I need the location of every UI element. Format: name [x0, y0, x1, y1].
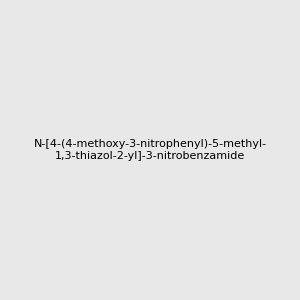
- Text: N-[4-(4-methoxy-3-nitrophenyl)-5-methyl-
1,3-thiazol-2-yl]-3-nitrobenzamide: N-[4-(4-methoxy-3-nitrophenyl)-5-methyl-…: [33, 139, 267, 161]
